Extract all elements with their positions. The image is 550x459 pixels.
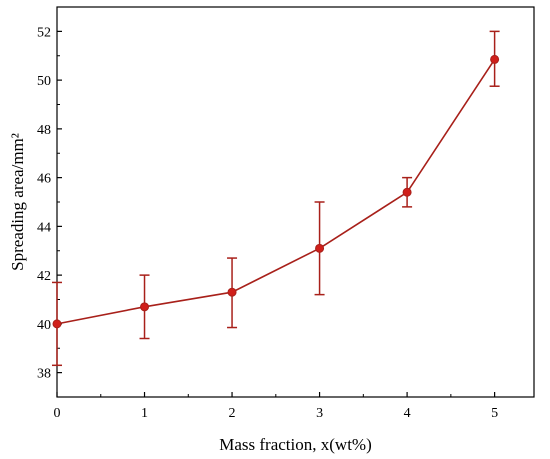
data-point bbox=[315, 243, 325, 253]
error-bars bbox=[52, 30, 500, 367]
data-point bbox=[402, 187, 412, 197]
y-tick-label: 48 bbox=[37, 123, 51, 138]
x-tick-label: 4 bbox=[404, 406, 411, 421]
y-tick-label: 42 bbox=[37, 269, 51, 284]
data-point bbox=[52, 319, 62, 329]
series-line bbox=[56, 58, 496, 325]
y-tick-label: 38 bbox=[37, 367, 51, 382]
x-tick-label: 3 bbox=[316, 406, 323, 421]
y-tick-label: 44 bbox=[37, 220, 51, 235]
axis-ticks: 0 1 2 3 4 5 38 40 42 44 46 48 50 52 bbox=[37, 25, 498, 421]
x-tick-label: 1 bbox=[141, 406, 148, 421]
x-axis-title: Mass fraction, x(wt%) bbox=[219, 435, 372, 454]
x-tick-label: 0 bbox=[54, 406, 61, 421]
y-tick-label: 46 bbox=[37, 172, 51, 187]
data-point bbox=[490, 54, 500, 64]
y-tick-label: 52 bbox=[37, 25, 51, 40]
y-tick-label: 50 bbox=[37, 74, 51, 89]
x-tick-label: 5 bbox=[491, 406, 498, 421]
data-point bbox=[140, 302, 150, 312]
y-tick-label: 40 bbox=[37, 318, 51, 333]
x-tick-label: 2 bbox=[229, 406, 236, 421]
plot-frame bbox=[56, 6, 535, 398]
y-axis-title: Spreading area/mm² bbox=[8, 133, 27, 271]
data-point bbox=[227, 287, 237, 297]
data-points bbox=[52, 54, 500, 329]
